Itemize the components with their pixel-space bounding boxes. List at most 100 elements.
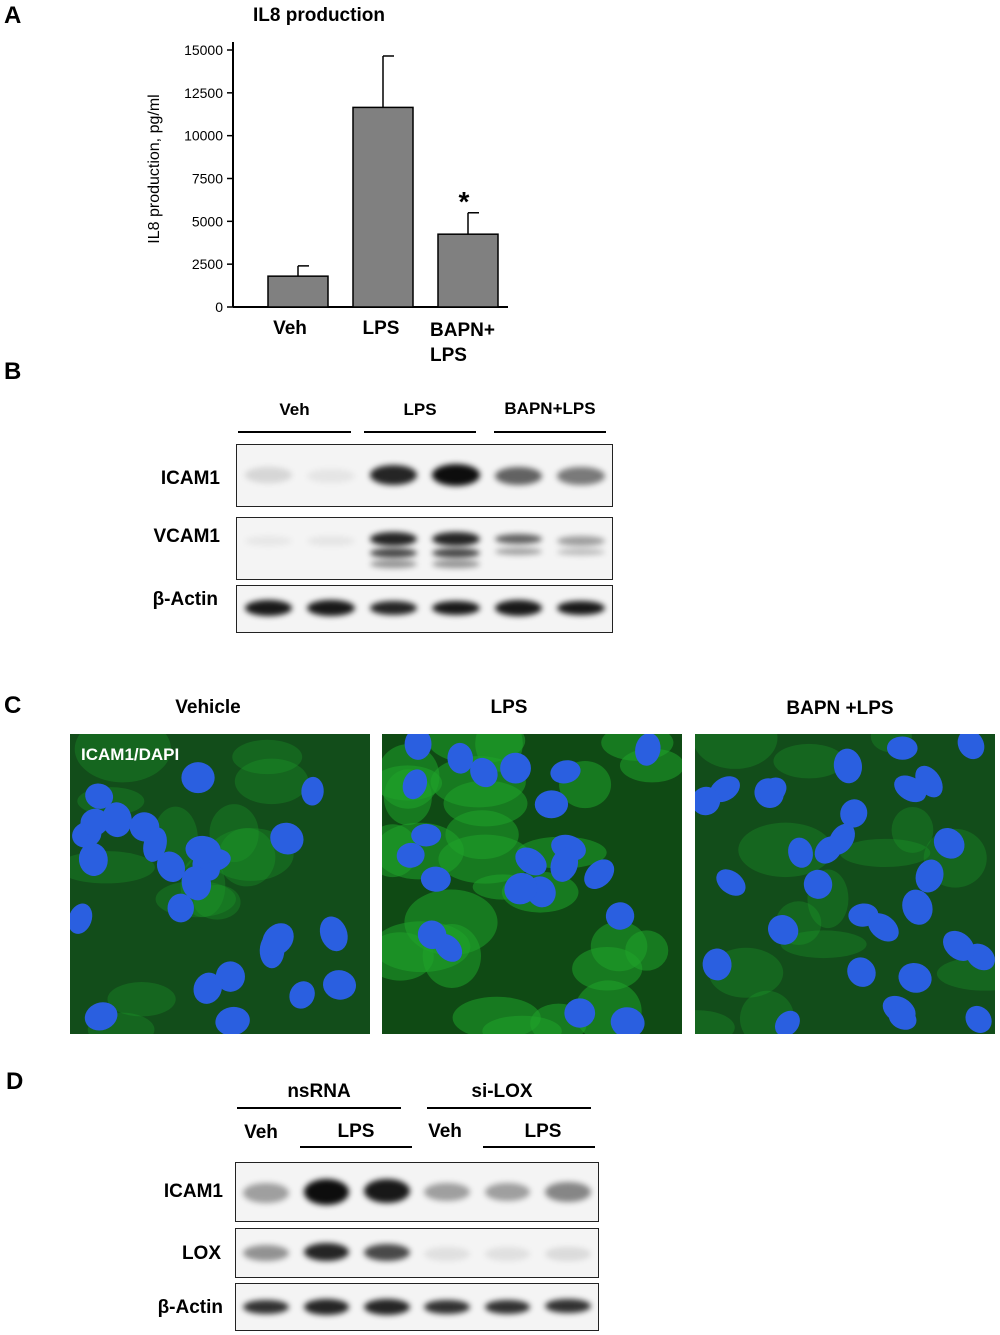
band (484, 1247, 531, 1261)
y-tick-label: 15000 (184, 42, 223, 58)
band (307, 469, 355, 483)
image-title-lps: LPS (490, 697, 528, 718)
band (243, 1245, 290, 1261)
nucleus (470, 757, 498, 788)
x-tick-label-line2: LPS (430, 345, 467, 366)
icam1-staining (891, 807, 934, 853)
nucleus (420, 866, 451, 892)
image-title-vehicle: Vehicle (175, 697, 241, 718)
nucleus (396, 842, 425, 868)
band (557, 467, 605, 485)
bar (267, 275, 329, 308)
icam1-staining (839, 838, 931, 867)
nucleus (702, 948, 732, 981)
y-tick-label: 5000 (192, 213, 223, 229)
micrograph-lps (382, 734, 682, 1034)
group-line (494, 431, 606, 433)
nucleus (898, 962, 932, 993)
chart-title: IL8 production (253, 5, 385, 26)
group-line (364, 431, 476, 433)
band (484, 1300, 531, 1314)
blot-d-row-actin: β-Actin (157, 1297, 223, 1318)
blot-d-icam1 (235, 1162, 599, 1222)
bar (437, 233, 499, 308)
band (484, 1183, 531, 1201)
icam1-staining (780, 930, 867, 959)
blot-d-actin (235, 1283, 599, 1331)
band (303, 1299, 350, 1315)
blot-b-row-actin: β-Actin (152, 589, 218, 610)
band (369, 601, 417, 615)
icam1-staining (234, 758, 309, 805)
nucleus (215, 961, 245, 992)
icam1-staining (695, 1010, 735, 1034)
panel-label-a: A (4, 2, 22, 29)
icam1-staining (452, 996, 541, 1034)
nucleus (894, 775, 927, 803)
icam1-staining (695, 734, 778, 769)
subgroup-line (300, 1146, 412, 1148)
y-tick-label: 12500 (184, 85, 223, 101)
nucleus (584, 859, 615, 889)
icam1-staining (590, 921, 648, 972)
nucleus (915, 859, 944, 893)
x-tick-label-veh: Veh (273, 318, 307, 339)
significance-marker: * (459, 186, 470, 217)
band (494, 548, 542, 555)
band (432, 601, 480, 615)
nucleus (888, 1006, 917, 1030)
blot-d-sub-veh-2: Veh (428, 1121, 462, 1142)
group-line (427, 1107, 591, 1109)
nucleus (886, 736, 918, 760)
group-line (237, 1107, 401, 1109)
nucleus (833, 748, 862, 784)
nucleus (102, 802, 132, 838)
nucleus (933, 827, 965, 859)
blot-b-icam1 (236, 444, 613, 507)
band (432, 560, 480, 568)
panel-label-b: B (4, 358, 22, 385)
band (424, 1247, 471, 1261)
stain-label: ICAM1/DAPI (81, 745, 180, 764)
subgroup-line (483, 1146, 595, 1148)
blot-b-vcam1 (236, 517, 613, 580)
band (424, 1300, 471, 1314)
nucleus (534, 790, 569, 819)
nucleus (319, 916, 348, 952)
x-tick-label-line1: BAPN+ (430, 320, 495, 341)
nucleus (774, 1010, 800, 1034)
nucleus (500, 752, 531, 784)
band (369, 532, 417, 546)
band (243, 1300, 290, 1314)
nucleus (515, 847, 547, 876)
nucleus (185, 835, 221, 864)
band (303, 1243, 350, 1261)
nucleus (270, 822, 304, 855)
blot-b-row-icam1: ICAM1 (160, 468, 220, 489)
y-tick-label: 10000 (184, 128, 223, 144)
x-tick-label-bapn-lps: BAPN+ LPS (430, 318, 495, 368)
blot-d-row-lox: LOX (181, 1243, 221, 1264)
band (424, 1183, 471, 1201)
blot-b-group-bapn-lps: BAPN+LPS (504, 399, 596, 418)
nucleus (867, 913, 899, 942)
band (557, 601, 605, 615)
nucleus (78, 842, 108, 876)
nucleus (156, 851, 186, 882)
nucleus (965, 1005, 992, 1033)
blot-b-actin (236, 585, 613, 633)
band (244, 467, 292, 483)
y-tick-label: 7500 (192, 171, 223, 187)
y-tick-label: 0 (215, 299, 223, 315)
band (244, 536, 292, 546)
x-tick-label-lps: LPS (362, 318, 400, 339)
nucleus (828, 823, 855, 855)
nucleus (943, 930, 975, 961)
band (544, 1247, 591, 1261)
nucleus (289, 981, 315, 1009)
nucleus (181, 762, 215, 794)
nucleus (550, 847, 579, 882)
nucleus (84, 1002, 118, 1031)
blot-d-group-nsrna: nsRNA (287, 1081, 351, 1102)
